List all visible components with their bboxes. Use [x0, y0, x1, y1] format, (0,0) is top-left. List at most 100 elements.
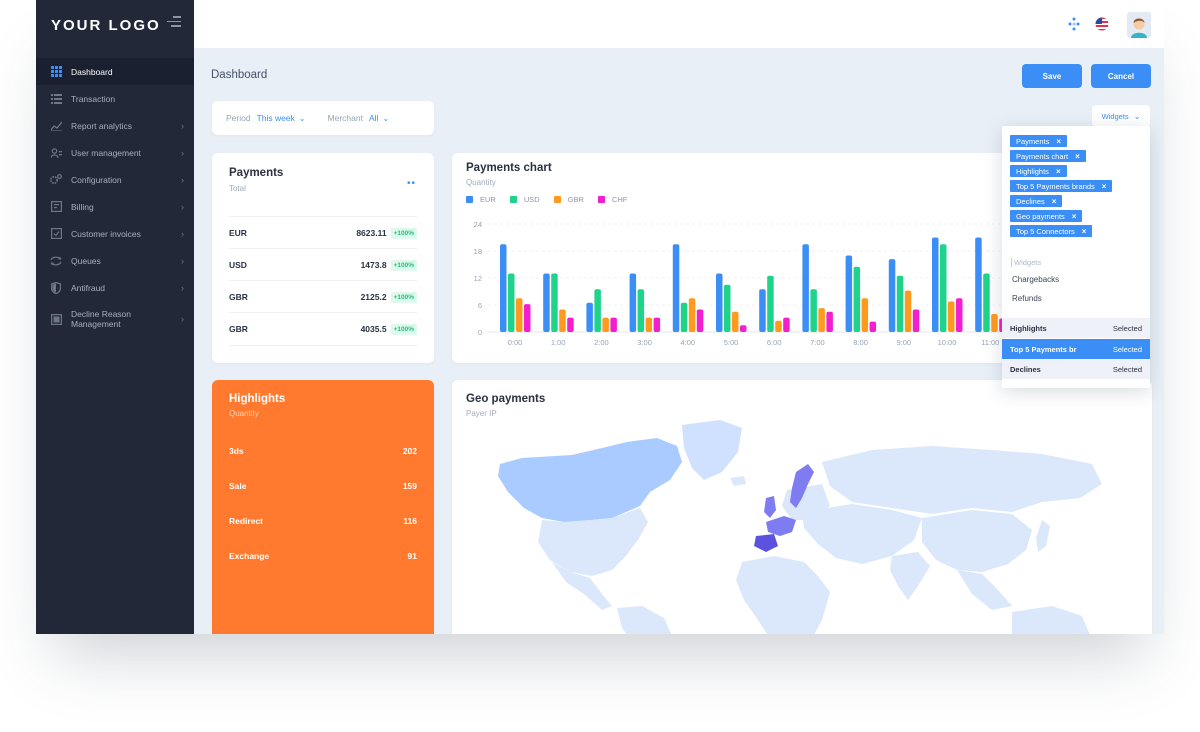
bar-chf[interactable] — [783, 317, 790, 332]
bar-chf[interactable] — [524, 304, 531, 332]
bar-eur[interactable] — [629, 273, 637, 333]
bar-gbr[interactable] — [861, 298, 869, 332]
bar-usd[interactable] — [767, 275, 774, 332]
close-icon[interactable]: × — [1071, 211, 1077, 221]
widgets-search-input[interactable]: Widgets — [1011, 258, 1041, 267]
bar-usd[interactable] — [680, 302, 688, 332]
sidebar-item-decline-reason-management[interactable]: Decline Reason Management › — [36, 301, 194, 337]
bar-usd[interactable] — [594, 289, 601, 332]
bar-chf[interactable] — [740, 325, 747, 332]
widget-tag[interactable]: Top 5 Payments brands × — [1010, 180, 1113, 192]
bar-eur[interactable] — [543, 273, 550, 333]
bar-chf[interactable] — [956, 298, 963, 332]
bar-eur[interactable] — [759, 289, 766, 332]
selected-widget-row[interactable]: Highlights Selected — [1002, 318, 1150, 338]
bar-gbr[interactable] — [559, 309, 566, 333]
bar-usd[interactable] — [896, 275, 904, 332]
widget-tag[interactable]: Declines × — [1010, 195, 1063, 207]
us-flag-icon[interactable] — [1095, 17, 1109, 36]
bar-chf[interactable] — [912, 309, 920, 333]
widget-option[interactable]: Refunds — [1012, 294, 1042, 303]
bar-gbr[interactable] — [688, 298, 696, 332]
close-icon[interactable]: × — [1081, 226, 1087, 236]
bar-gbr[interactable] — [904, 290, 912, 332]
bar-eur[interactable] — [586, 302, 593, 332]
close-icon[interactable]: × — [1101, 181, 1107, 191]
bar-chf[interactable] — [826, 311, 833, 332]
widget-tag[interactable]: Geo payments × — [1010, 210, 1083, 222]
bar-eur[interactable] — [500, 244, 507, 332]
bar-eur[interactable] — [975, 237, 982, 333]
legend-item[interactable]: CHF — [597, 195, 627, 204]
bar-gbr[interactable] — [948, 301, 955, 332]
bar-usd[interactable] — [983, 273, 990, 333]
chevron-down-icon[interactable]: ⌄ — [298, 113, 306, 123]
chevron-down-icon[interactable]: ⌄ — [382, 113, 390, 123]
diamond-dots-icon[interactable] — [1068, 17, 1080, 36]
sidebar-item-antifraud[interactable]: Antifraud › — [36, 274, 194, 301]
widget-option[interactable]: Chargebacks — [1012, 275, 1060, 284]
bar-gbr[interactable] — [991, 314, 998, 332]
close-icon[interactable]: × — [1056, 136, 1062, 146]
world-map[interactable] — [452, 380, 1152, 634]
period-select[interactable]: This week — [256, 113, 295, 123]
bar-eur[interactable] — [932, 237, 939, 333]
merchant-select[interactable]: All — [368, 113, 379, 123]
bar-usd[interactable] — [508, 273, 515, 333]
close-icon[interactable]: × — [1055, 166, 1061, 176]
legend-item[interactable]: EUR — [466, 195, 496, 204]
widget-tag[interactable]: Payments × — [1010, 135, 1068, 147]
sidebar-item-queues[interactable]: Queues › — [36, 247, 194, 274]
bar-gbr[interactable] — [645, 317, 653, 332]
legend-swatch — [553, 196, 561, 203]
widget-tag[interactable]: Highlights × — [1010, 165, 1067, 177]
sidebar-item-report-analytics[interactable]: Report analytics › — [36, 112, 194, 139]
bar-gbr[interactable] — [602, 317, 609, 332]
cancel-button[interactable]: Cancel — [1091, 64, 1151, 88]
bar-usd[interactable] — [551, 273, 558, 333]
currency: EUR — [229, 228, 247, 238]
bar-gbr[interactable] — [775, 320, 782, 332]
user-avatar[interactable] — [1127, 12, 1151, 43]
sidebar-item-customer-invoices[interactable]: Customer invoices › — [36, 220, 194, 247]
x-tick-label: 6:00 — [767, 338, 782, 347]
bar-eur[interactable] — [802, 244, 809, 332]
bar-chf[interactable] — [696, 309, 704, 333]
legend-item[interactable]: GBR — [553, 195, 584, 204]
bar-usd[interactable] — [853, 266, 861, 332]
bar-chf[interactable] — [610, 317, 617, 332]
more-options-icon[interactable]: •• — [406, 178, 416, 189]
selected-widget-row[interactable]: Declines Selected — [1002, 359, 1150, 379]
save-button[interactable]: Save — [1022, 64, 1082, 88]
sidebar-item-dashboard[interactable]: Dashboard — [36, 58, 194, 85]
legend-item[interactable]: USD — [509, 195, 540, 204]
bar-gbr[interactable] — [818, 308, 825, 332]
bar-chf[interactable] — [653, 317, 661, 332]
widgets-dropdown-button[interactable]: Widgets ⌄ — [1092, 105, 1150, 127]
menu-toggle-icon[interactable] — [167, 16, 181, 30]
close-icon[interactable]: × — [1051, 196, 1057, 206]
chart-line-icon — [50, 120, 62, 132]
bar-chf[interactable] — [567, 317, 574, 332]
widget-tag[interactable]: Top 5 Connectors × — [1010, 225, 1093, 237]
sidebar-item-transaction[interactable]: Transaction — [36, 85, 194, 112]
main-content: Dashboard Save Cancel Period This week ⌄… — [194, 48, 1164, 634]
bar-usd[interactable] — [810, 289, 817, 332]
bar-eur[interactable] — [845, 255, 853, 333]
bar-eur[interactable] — [716, 273, 723, 333]
bar-usd[interactable] — [724, 284, 731, 332]
bar-usd[interactable] — [637, 289, 645, 332]
bar-chf[interactable] — [869, 321, 877, 332]
bar-usd[interactable] — [940, 244, 947, 332]
widget-tag[interactable]: Payments chart × — [1010, 150, 1086, 162]
bar-gbr[interactable] — [732, 311, 739, 332]
bar-eur[interactable] — [888, 259, 896, 332]
sidebar-item-billing[interactable]: Billing › — [36, 193, 194, 220]
selected-widget-row[interactable]: Top 5 Payments br Selected — [1002, 339, 1150, 359]
sidebar-item-user-management[interactable]: User management › — [36, 139, 194, 166]
highlights-subtitle: Quantity — [229, 409, 259, 418]
close-icon[interactable]: × — [1075, 151, 1080, 161]
sidebar-item-configuration[interactable]: Configuration › — [36, 166, 194, 193]
bar-gbr[interactable] — [516, 298, 523, 332]
bar-eur[interactable] — [672, 244, 680, 332]
